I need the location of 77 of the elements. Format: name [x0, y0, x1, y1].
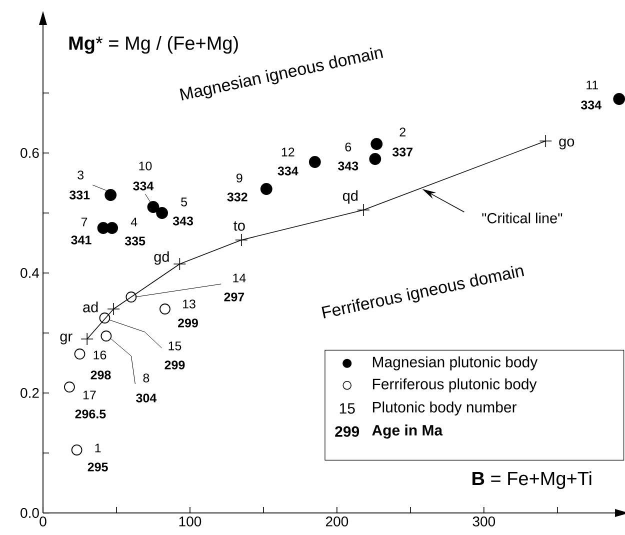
point — [370, 138, 383, 150]
annotation: 304 — [136, 394, 157, 402]
annotation: 11 — [586, 80, 598, 90]
annotation: 10 — [139, 162, 152, 170]
annotation: 331 — [69, 190, 90, 200]
annotation: 334 — [133, 182, 154, 190]
y-axis-title: Mg* = Mg / (Fe+Mg) — [69, 36, 238, 54]
point — [64, 382, 75, 392]
x-tick-label: 100 — [179, 516, 202, 526]
annotation: "Critical line" — [482, 212, 562, 224]
annotation: 15 — [168, 342, 182, 350]
annotation: gr — [60, 334, 72, 344]
annotation: gd — [154, 251, 169, 265]
point — [369, 153, 382, 165]
y-tick-label: 0.0 — [20, 508, 39, 518]
annotation: 295 — [88, 462, 108, 472]
annotation: 6 — [345, 142, 352, 152]
point — [107, 302, 120, 316]
annotation: 9 — [236, 174, 242, 182]
annotation: 7 — [81, 218, 88, 226]
point — [156, 207, 168, 219]
annotation: 334 — [580, 100, 602, 110]
legend-label: Magnesian plutonic body — [372, 356, 538, 370]
annotation: 335 — [124, 236, 146, 246]
annotation: 298 — [90, 370, 111, 380]
point — [80, 332, 94, 346]
annotation: 343 — [172, 216, 194, 226]
annotation: 16 — [94, 350, 106, 360]
y-tick-label: 0.6 — [20, 148, 39, 158]
annotation: 8 — [143, 374, 150, 382]
point — [356, 204, 370, 216]
point — [173, 258, 186, 270]
annotation: 2 — [400, 128, 406, 136]
annotation: 14 — [233, 274, 246, 282]
annotation: to — [234, 221, 245, 231]
point — [100, 330, 112, 342]
annotation: 1 — [95, 444, 101, 452]
point — [539, 134, 552, 148]
annotation: 17 — [83, 390, 96, 400]
x-tick-label: 200 — [326, 516, 348, 526]
annotation: 5 — [181, 198, 187, 206]
annotation: 332 — [227, 192, 248, 202]
annotation: 299 — [178, 318, 198, 328]
annotation: 334 — [278, 166, 298, 176]
point — [71, 444, 82, 456]
annotation: 13 — [182, 300, 196, 308]
annotation: 4 — [130, 218, 138, 226]
annotation: 15 — [340, 403, 355, 414]
point — [260, 183, 272, 195]
annotation: ad — [83, 302, 98, 312]
annotation: qd — [342, 190, 358, 204]
x-tick-label: 300 — [472, 516, 496, 526]
x-tick-label: 0 — [40, 516, 46, 526]
annotation: 3 — [78, 170, 84, 180]
point — [235, 234, 248, 246]
annotation: 299 — [164, 360, 185, 370]
annotation: 299 — [335, 426, 360, 437]
annotation: 337 — [392, 148, 412, 156]
point — [147, 201, 160, 213]
point — [308, 156, 321, 168]
legend-label: Ferriferous plutonic body — [372, 378, 537, 392]
annotation: 297 — [224, 292, 244, 302]
x-axis-title: B = Fe+Mg+Ti — [472, 471, 592, 489]
point — [104, 189, 117, 201]
y-tick-label: 0.2 — [20, 388, 39, 398]
point — [160, 304, 170, 314]
point — [74, 348, 86, 360]
annotation: 296.5 — [75, 410, 106, 418]
annotation: Plutonic body number — [372, 401, 517, 416]
point — [106, 222, 118, 234]
annotation: go — [559, 138, 574, 150]
y-tick-label: 0.4 — [20, 268, 40, 278]
annotation: Ferriferous igneous domain — [322, 266, 524, 318]
annotation: 12 — [282, 148, 294, 156]
annotation: 343 — [338, 162, 358, 170]
annotation: 341 — [71, 236, 92, 244]
annotation: Age in Ma — [372, 424, 443, 439]
